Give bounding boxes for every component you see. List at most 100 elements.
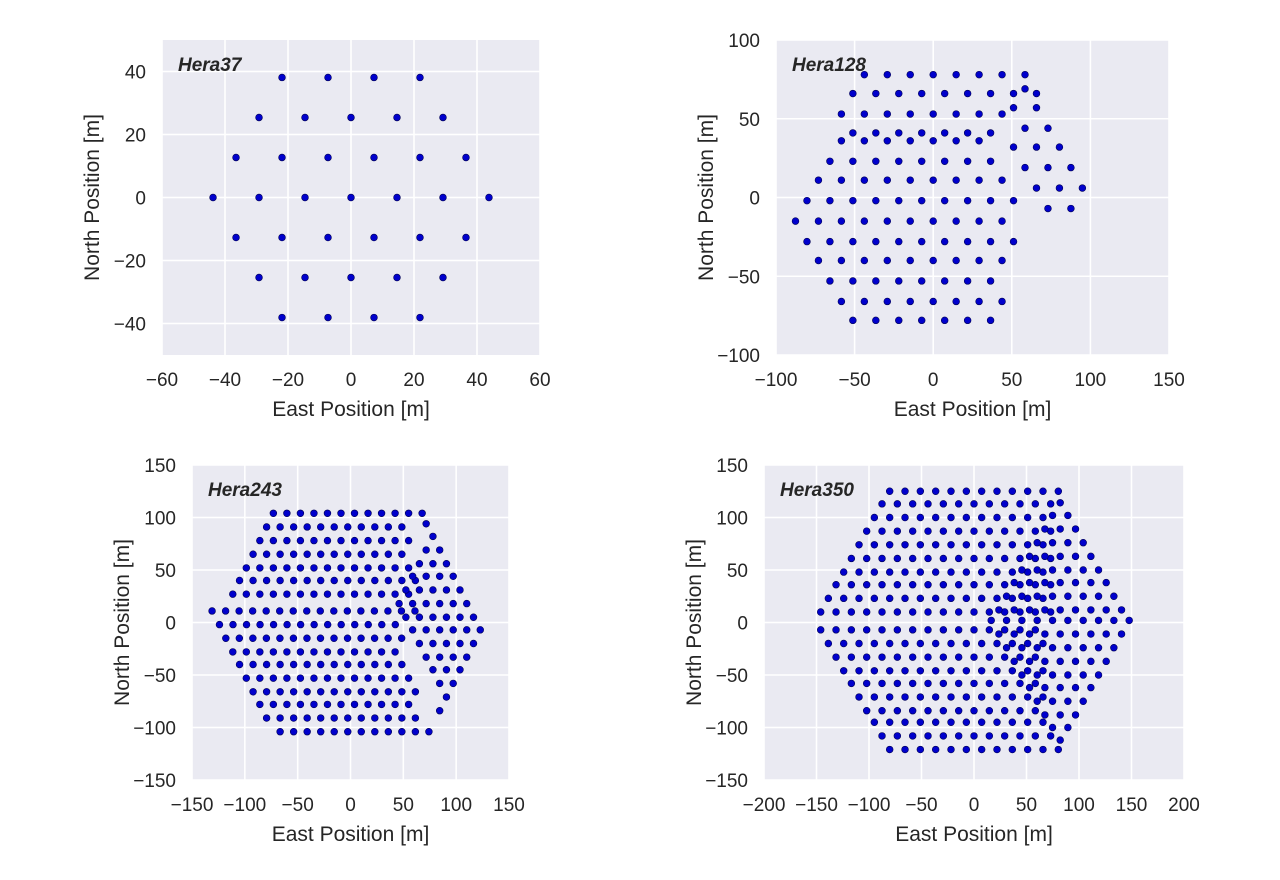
antenna-point: [1010, 630, 1018, 638]
antenna-point: [1064, 616, 1072, 625]
antenna-point: [906, 217, 914, 225]
antenna-point: [289, 634, 298, 642]
y-tick-label: 0: [749, 189, 760, 210]
antenna-point: [255, 113, 263, 122]
antenna-point: [1117, 630, 1126, 638]
antenna-point: [303, 523, 311, 531]
antenna-point: [893, 608, 902, 616]
antenna-point: [1102, 578, 1110, 587]
antenna-point: [442, 559, 451, 568]
antenna-point: [449, 572, 457, 580]
antenna-point: [872, 157, 880, 165]
antenna-point: [1025, 552, 1034, 561]
antenna-point: [985, 580, 994, 589]
y-tick-label: 50: [739, 110, 760, 131]
antenna-point: [931, 541, 940, 549]
antenna-point: [962, 594, 971, 603]
antenna-point: [323, 564, 332, 572]
antenna-point: [317, 714, 325, 722]
antenna-point: [408, 599, 417, 608]
antenna-point: [918, 129, 926, 137]
x-tick-label: −60: [146, 370, 178, 391]
antenna-point: [278, 73, 286, 82]
antenna-point: [278, 153, 286, 162]
antenna-point: [469, 639, 478, 648]
antenna-point: [860, 256, 869, 265]
antenna-point: [1087, 578, 1095, 587]
antenna-point: [310, 620, 318, 629]
x-axis-label: East Position [m]: [895, 823, 1053, 846]
antenna-point: [323, 700, 332, 709]
antenna-point: [1087, 606, 1095, 614]
antenna-point: [1023, 693, 1032, 701]
antenna-point: [289, 576, 298, 585]
antenna-point: [1056, 736, 1064, 744]
antenna-point: [939, 732, 948, 740]
antenna-point: [235, 660, 244, 669]
antenna-point: [1048, 697, 1057, 705]
x-tick-label: 150: [493, 795, 525, 816]
antenna-point: [1041, 552, 1049, 561]
antenna-point: [837, 176, 846, 184]
antenna-point: [1033, 671, 1041, 679]
antenna-point: [993, 667, 1001, 675]
antenna-point: [377, 564, 386, 572]
x-tick-label: 50: [393, 795, 414, 816]
antenna-point: [384, 634, 392, 642]
antenna-point: [476, 626, 484, 634]
antenna-point: [283, 674, 291, 682]
antenna-point: [1031, 679, 1040, 688]
antenna-point: [347, 113, 355, 122]
antenna-point: [422, 599, 430, 608]
antenna-point: [357, 714, 365, 722]
antenna-point: [1025, 606, 1034, 614]
antenna-point: [364, 700, 372, 709]
antenna-point: [296, 648, 305, 656]
antenna-point: [350, 590, 359, 598]
antenna-point: [862, 608, 871, 616]
antenna-point: [324, 313, 332, 322]
antenna-point: [1008, 745, 1017, 754]
antenna-point: [947, 718, 955, 726]
antenna-point: [310, 648, 318, 656]
y-axis-label: North Position [m]: [81, 114, 104, 281]
antenna-point: [397, 607, 406, 615]
antenna-point: [330, 714, 338, 722]
antenna-point: [962, 487, 971, 495]
antenna-point: [870, 718, 879, 726]
antenna-point: [1009, 196, 1018, 205]
antenna-point: [330, 607, 338, 615]
antenna-point: [1071, 657, 1080, 666]
antenna-point: [344, 550, 352, 558]
antenna-point: [384, 550, 393, 558]
antenna-point: [940, 89, 949, 98]
antenna-point: [855, 541, 863, 549]
antenna-point: [947, 745, 955, 754]
antenna-point: [364, 509, 372, 517]
antenna-point: [344, 523, 352, 531]
antenna-point: [289, 660, 298, 669]
antenna-point: [862, 679, 871, 688]
panel-title: Hera37: [178, 55, 243, 76]
antenna-point: [384, 714, 393, 722]
antenna-point: [242, 648, 251, 656]
antenna-point: [310, 590, 318, 598]
antenna-point: [814, 217, 823, 225]
antenna-point: [324, 73, 332, 82]
antenna-point: [901, 594, 909, 603]
antenna-point: [870, 513, 879, 522]
antenna-point: [1046, 500, 1055, 508]
antenna-point: [330, 727, 338, 736]
antenna-point: [1031, 626, 1040, 634]
antenna-point: [269, 509, 278, 517]
y-tick-label: 150: [716, 456, 748, 477]
antenna-point: [1008, 541, 1017, 549]
antenna-point: [1054, 487, 1063, 495]
antenna-point: [1079, 671, 1087, 679]
antenna-point: [323, 674, 332, 682]
antenna-point: [1041, 525, 1049, 533]
antenna-point: [1000, 554, 1009, 563]
antenna-point: [931, 667, 940, 675]
antenna-point: [370, 607, 379, 615]
antenna-point: [269, 700, 278, 709]
